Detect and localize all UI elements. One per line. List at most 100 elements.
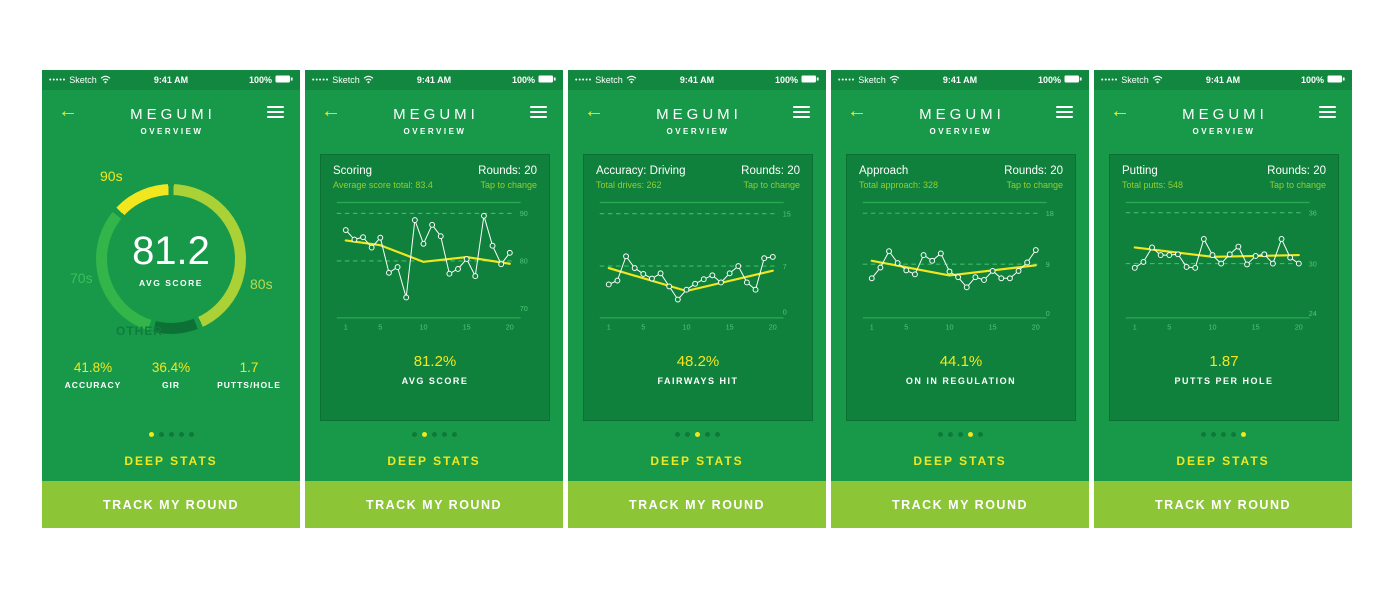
tap-to-change-label[interactable]: Tap to change (1269, 180, 1326, 190)
card-stat: 81.2% AVG SCORE (333, 353, 537, 386)
stats-card[interactable]: Approach Total approach: 328 Rounds: 20 … (846, 154, 1076, 421)
carrier-label: Sketch (332, 75, 360, 85)
page-dot[interactable] (704, 431, 710, 437)
wifi-icon (626, 75, 637, 86)
track-my-round-button[interactable]: TRACK MY ROUND (42, 481, 300, 528)
hamburger-menu-icon[interactable] (530, 106, 547, 121)
track-my-round-button[interactable]: TRACK MY ROUND (568, 481, 826, 528)
deep-stats-link[interactable]: DEEP STATS (650, 454, 744, 468)
stats-card-header: Approach Total approach: 328 Rounds: 20 … (859, 165, 1063, 190)
pagination-dots (831, 427, 1089, 441)
page-dot[interactable] (441, 431, 447, 437)
svg-text:1: 1 (607, 323, 611, 332)
page-dot[interactable] (1210, 431, 1216, 437)
tap-to-change-label[interactable]: Tap to change (480, 180, 537, 190)
page-dot[interactable] (168, 431, 174, 437)
back-arrow-icon[interactable]: ← (1110, 100, 1130, 122)
tap-to-change-label[interactable]: Tap to change (743, 180, 800, 190)
stats-card[interactable]: Accuracy: Driving Total drives: 262 Roun… (583, 154, 813, 421)
stats-card[interactable]: Putting Total putts: 548 Rounds: 20 Tap … (1109, 154, 1339, 421)
card-header-right: Rounds: 20 Tap to change (741, 165, 800, 190)
score-gauge-ring: 81.2 AVG SCORE (96, 184, 246, 334)
page-dot[interactable] (977, 431, 983, 437)
page-title: MEGUMI (919, 106, 1005, 123)
page-dot[interactable] (411, 431, 417, 437)
page-dot[interactable] (1230, 431, 1236, 437)
pagination-dots (1094, 427, 1352, 441)
deep-stats-link[interactable]: DEEP STATS (913, 454, 1007, 468)
page-dot[interactable] (714, 431, 720, 437)
page-dot-active[interactable] (1240, 431, 1246, 437)
hamburger-menu-icon[interactable] (793, 106, 810, 121)
card-stat: 1.87 PUTTS PER HOLE (1122, 353, 1326, 386)
rounds-label[interactable]: Rounds: 20 (1267, 165, 1326, 177)
page-dot[interactable] (158, 431, 164, 437)
phone-screen: ••••• Sketch 9:41 AM 100% ← MEGUMI OVERV… (831, 70, 1089, 528)
status-left: ••••• Sketch (49, 75, 111, 86)
page-dot-active[interactable] (967, 431, 973, 437)
signal-strength-icon: ••••• (575, 76, 593, 84)
back-arrow-icon[interactable]: ← (58, 100, 78, 122)
track-my-round-button[interactable]: TRACK MY ROUND (305, 481, 563, 528)
stats-card-header: Scoring Average score total: 83.4 Rounds… (333, 165, 537, 190)
back-arrow-icon[interactable]: ← (321, 100, 341, 122)
track-my-round-button[interactable]: TRACK MY ROUND (831, 481, 1089, 528)
page-subtitle: OVERVIEW (666, 127, 730, 136)
track-my-round-button[interactable]: TRACK MY ROUND (1094, 481, 1352, 528)
screen-body: Putting Total putts: 548 Rounds: 20 Tap … (1094, 152, 1352, 427)
back-arrow-icon[interactable]: ← (847, 100, 867, 122)
status-right: 100% (1038, 75, 1082, 85)
rounds-label[interactable]: Rounds: 20 (741, 165, 800, 177)
page-dot[interactable] (937, 431, 943, 437)
deep-stats-link[interactable]: DEEP STATS (387, 454, 481, 468)
svg-text:5: 5 (1167, 323, 1171, 332)
stat-accuracy: 41.8% ACCURACY (54, 360, 132, 390)
page-dot[interactable] (451, 431, 457, 437)
page-dot-active[interactable] (694, 431, 700, 437)
status-left: ••••• Sketch (1101, 75, 1163, 86)
page-subtitle: OVERVIEW (1192, 127, 1256, 136)
pagination-dots (568, 427, 826, 441)
avg-score-label: AVG SCORE (139, 277, 203, 288)
page-dot[interactable] (178, 431, 184, 437)
rounds-label[interactable]: Rounds: 20 (478, 165, 537, 177)
page-dot[interactable] (674, 431, 680, 437)
page-dot[interactable] (431, 431, 437, 437)
back-arrow-icon[interactable]: ← (584, 100, 604, 122)
tap-to-change-label[interactable]: Tap to change (1006, 180, 1063, 190)
phone-screen: ••••• Sketch 9:41 AM 100% ← MEGUMI OVERV… (1094, 70, 1352, 528)
page-dot-active[interactable] (421, 431, 427, 437)
page-dot[interactable] (188, 431, 194, 437)
signal-strength-icon: ••••• (49, 76, 67, 84)
page-dot[interactable] (1200, 431, 1206, 437)
svg-text:0: 0 (1046, 309, 1050, 318)
page-dot[interactable] (1220, 431, 1226, 437)
card-title: Accuracy: Driving (596, 165, 686, 177)
rounds-label[interactable]: Rounds: 20 (1004, 165, 1063, 177)
pagination-dots (305, 427, 563, 441)
page-dot[interactable] (684, 431, 690, 437)
status-bar: ••••• Sketch 9:41 AM 100% (1094, 70, 1352, 90)
app-header: ← MEGUMI OVERVIEW (1094, 90, 1352, 152)
page-dot-active[interactable] (148, 431, 154, 437)
deep-stats-link[interactable]: DEEP STATS (1176, 454, 1270, 468)
hamburger-menu-icon[interactable] (1056, 106, 1073, 121)
battery-percent: 100% (1300, 75, 1324, 85)
svg-text:20: 20 (769, 323, 777, 332)
card-header-right: Rounds: 20 Tap to change (1004, 165, 1063, 190)
hamburger-menu-icon[interactable] (1319, 106, 1336, 121)
carrier-label: Sketch (1121, 75, 1149, 85)
card-stat: 48.2% FAIRWAYS HIT (596, 353, 800, 386)
pagination-dots (42, 427, 300, 441)
hamburger-menu-icon[interactable] (267, 106, 284, 121)
clock: 9:41 AM (679, 75, 715, 85)
page-dot[interactable] (957, 431, 963, 437)
ring-label-80s: 80s (250, 276, 273, 292)
stat-value: 36.4% (151, 360, 191, 375)
stats-card[interactable]: Scoring Average score total: 83.4 Rounds… (320, 154, 550, 421)
page-dot[interactable] (947, 431, 953, 437)
deep-stats-link[interactable]: DEEP STATS (124, 454, 218, 468)
card-header-right: Rounds: 20 Tap to change (1267, 165, 1326, 190)
status-left: ••••• Sketch (838, 75, 900, 86)
